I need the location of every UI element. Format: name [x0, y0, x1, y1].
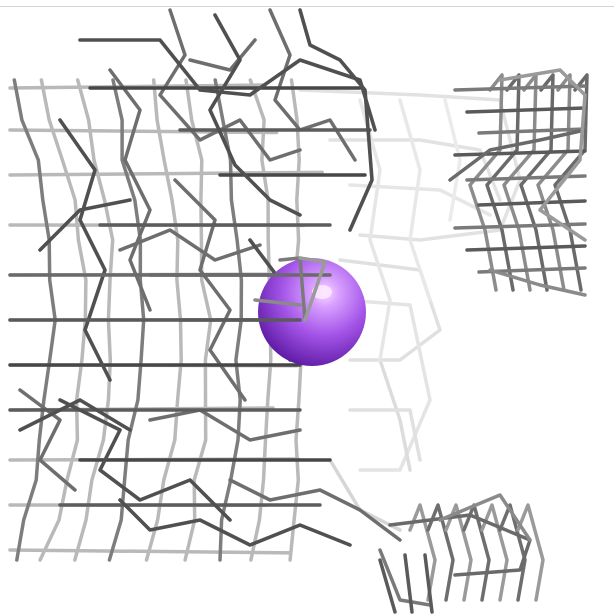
bottom-wing-mesh [378, 493, 545, 614]
mesh-edge [118, 228, 262, 262]
mesh-edge [448, 128, 587, 182]
mesh-edge [462, 503, 491, 602]
top-border-line [0, 6, 614, 7]
mesh-edge [378, 548, 432, 607]
mesh-edge [488, 268, 587, 297]
mesh-edge [58, 398, 232, 522]
mesh-edge [108, 68, 152, 312]
mesh-edge [38, 198, 132, 252]
mesh-edge [453, 84, 587, 92]
mesh-edge [8, 128, 279, 135]
mesh-edge [8, 170, 324, 177]
mesh-edge [480, 503, 509, 602]
mesh-edge [426, 503, 455, 602]
mesh-edge [519, 73, 555, 292]
mesh-edge [148, 408, 302, 442]
mesh-edge [118, 498, 352, 547]
right-mesh-blob [448, 68, 589, 297]
mesh-edge [188, 38, 257, 72]
mesh-edge [18, 388, 77, 492]
mesh-edge [378, 553, 434, 614]
mesh-edge [477, 127, 587, 135]
mesh-edge [553, 73, 589, 292]
mesh-edge [173, 178, 247, 402]
mesh-edge [408, 503, 437, 602]
mesh-edge [477, 199, 587, 207]
mesh-edge [8, 548, 293, 555]
mesh-edge [438, 493, 532, 542]
mesh-edge [498, 503, 527, 602]
mesh-edge [465, 106, 587, 114]
back-mesh-layer [298, 88, 522, 532]
mesh-edge [465, 244, 587, 252]
mesh-edge [58, 118, 112, 382]
mesh-edge [502, 73, 538, 292]
mesh-edge [516, 503, 545, 602]
front-mesh-overlay [8, 256, 332, 322]
mesh-edge [268, 8, 357, 162]
mesh-edge [468, 73, 504, 292]
mesh-edge [208, 13, 302, 217]
ion-sphere-body [258, 258, 366, 366]
mesh-edge [498, 68, 587, 242]
mesh-edge [298, 8, 374, 232]
mesh-edge [18, 398, 132, 432]
ion-sphere[interactable] [258, 258, 366, 366]
mesh-edge [158, 8, 302, 162]
mesh-edge [453, 149, 587, 157]
mesh-edge [78, 38, 377, 132]
mesh-edge [228, 478, 402, 542]
